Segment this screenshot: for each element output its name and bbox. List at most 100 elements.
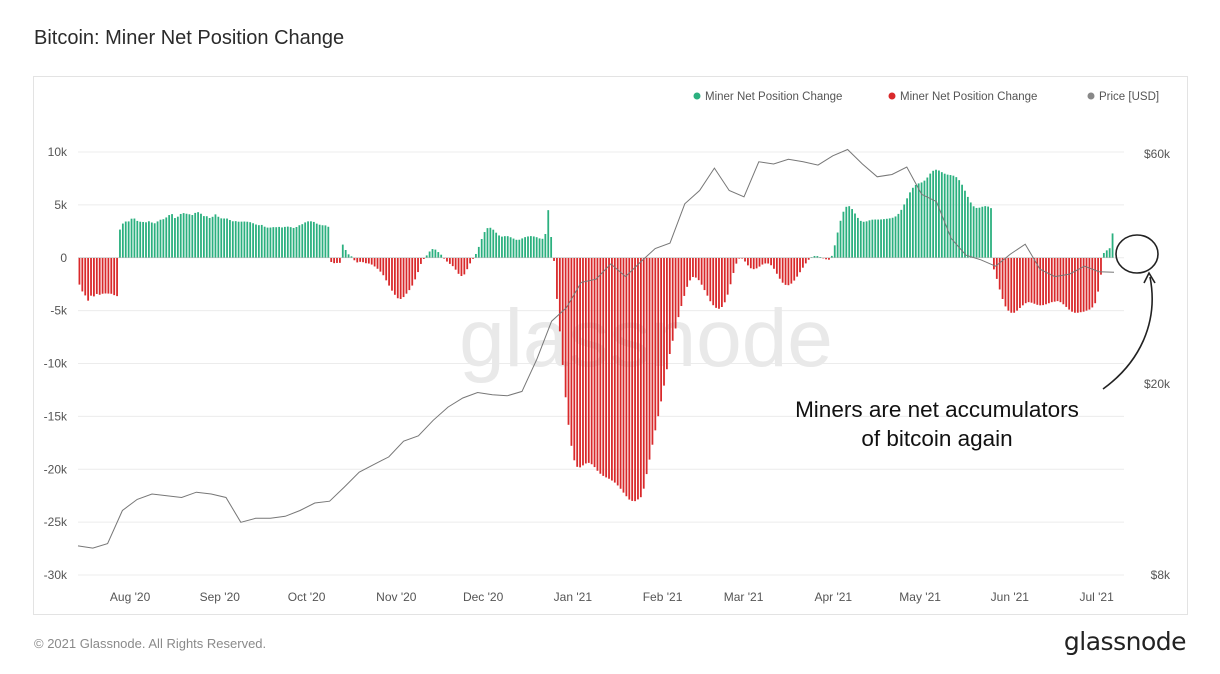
bar (755, 257, 758, 269)
bar (738, 257, 741, 259)
bar (1102, 252, 1105, 258)
bar (223, 218, 226, 258)
bar (130, 218, 133, 258)
bar (295, 227, 298, 258)
bar (735, 257, 738, 264)
bar (266, 227, 269, 258)
bar (391, 257, 393, 291)
bar (529, 236, 532, 258)
bar (689, 257, 691, 281)
bar (1094, 257, 1097, 304)
bar (639, 257, 642, 498)
bar (715, 257, 717, 308)
bar (339, 257, 341, 263)
bar (1065, 257, 1068, 307)
bar (1053, 257, 1056, 302)
bar (275, 227, 278, 258)
bar (252, 223, 254, 258)
bar (486, 228, 489, 258)
bar (344, 250, 347, 258)
bar (150, 222, 153, 258)
x-tick-label: Sep '20 (200, 590, 241, 604)
bar (417, 257, 419, 273)
bar (718, 257, 720, 309)
bar (448, 257, 451, 264)
legend-marker (888, 92, 896, 100)
bar (396, 257, 399, 299)
bar (353, 257, 356, 261)
bar (168, 215, 171, 258)
bar (845, 206, 848, 258)
bar (862, 221, 865, 258)
bar (628, 257, 631, 500)
bar (498, 235, 500, 258)
bar (362, 257, 364, 263)
bar (411, 257, 414, 286)
bar (891, 217, 894, 258)
bar (877, 219, 880, 258)
bar (148, 221, 150, 258)
bar (1076, 257, 1079, 313)
bar (579, 257, 581, 468)
y-left-tick-label: 5k (54, 198, 68, 212)
bar (732, 257, 735, 273)
bar (781, 257, 784, 283)
bar (527, 236, 529, 258)
bar (692, 257, 694, 278)
bar (110, 257, 113, 294)
bar (836, 232, 839, 258)
bar (388, 257, 390, 286)
bar (697, 257, 700, 281)
chart-frame: glassnode 10k5k0-5k-10k-15k-20k-25k-30k … (33, 76, 1188, 615)
bar (590, 257, 593, 465)
bar (142, 221, 144, 258)
bar (269, 227, 272, 258)
bar (1088, 257, 1091, 310)
bar (648, 257, 651, 460)
bar (547, 210, 550, 258)
bar (197, 212, 199, 258)
bar (370, 257, 373, 265)
bar (211, 216, 214, 258)
bar (286, 226, 289, 258)
bar (596, 257, 599, 471)
bar (920, 182, 923, 258)
x-tick-label: Aug '20 (110, 590, 151, 604)
bar (153, 223, 156, 258)
bar (460, 257, 463, 277)
bar (454, 257, 457, 270)
bar (865, 221, 868, 258)
bar (179, 213, 182, 258)
bar (784, 257, 787, 285)
bar (1111, 233, 1114, 258)
bar (637, 257, 639, 500)
bar (619, 257, 622, 489)
bar (773, 257, 775, 269)
legend-marker (1087, 92, 1095, 100)
annotation-line-1: Miners are net accumulators (795, 397, 1079, 422)
bar (720, 257, 723, 307)
bar (651, 257, 654, 445)
bar (660, 257, 662, 402)
bar (1007, 257, 1010, 311)
bar (668, 257, 671, 355)
bar (229, 220, 231, 258)
bar (778, 257, 781, 279)
y-left-tick-label: -30k (44, 568, 68, 582)
bar (909, 192, 911, 258)
bar (234, 221, 237, 258)
bar (443, 257, 445, 259)
bar (289, 227, 292, 258)
bar (842, 211, 845, 258)
annotation-line-2: of bitcoin again (861, 426, 1012, 451)
bar (914, 184, 917, 258)
bar (654, 257, 657, 431)
bar (535, 237, 538, 258)
bar (310, 221, 312, 258)
bar (1013, 257, 1016, 313)
bar (1047, 257, 1050, 304)
bar (848, 206, 851, 258)
bar (176, 216, 179, 258)
bar (463, 257, 466, 275)
bar (255, 224, 257, 258)
